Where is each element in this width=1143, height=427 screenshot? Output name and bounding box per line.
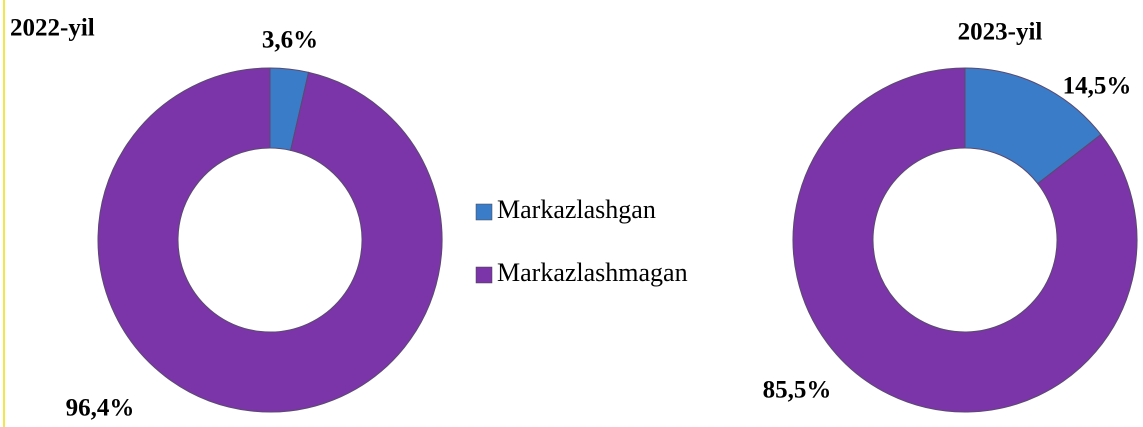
legend-swatch (475, 203, 493, 221)
legend-label: Markazlashmagan (497, 258, 688, 287)
data-label: 96,4% (66, 395, 135, 422)
data-label: 3,6% (262, 27, 318, 54)
data-label: 85,5% (763, 377, 832, 404)
legend-label: Markazlashgan (497, 195, 656, 224)
donut-slice (97, 67, 443, 413)
donut-slice (792, 67, 1138, 413)
legend-swatch (475, 266, 493, 284)
chart-title: 2023-yil (958, 19, 1043, 46)
chart-title: 2022-yil (10, 15, 95, 42)
data-label: 14,5% (1063, 73, 1132, 100)
